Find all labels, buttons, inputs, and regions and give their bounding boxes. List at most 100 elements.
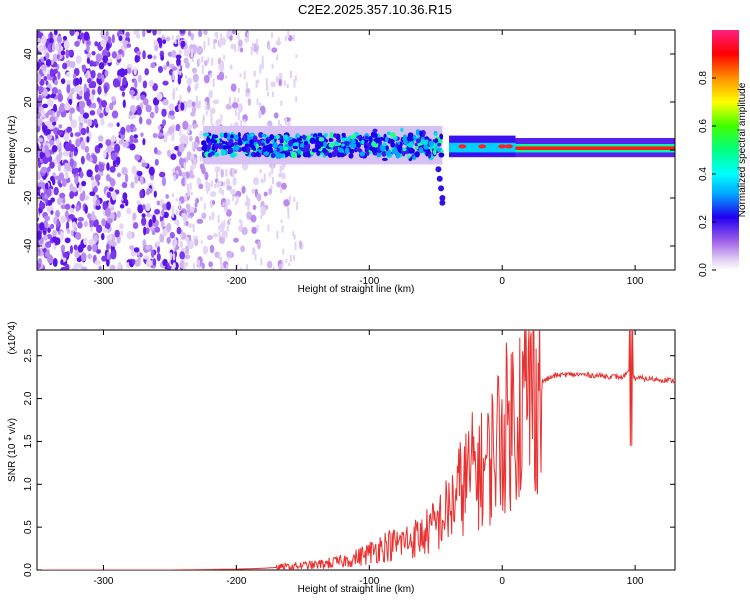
noise-cell bbox=[189, 182, 192, 190]
tone-cell bbox=[209, 138, 215, 143]
tone-cell bbox=[260, 142, 265, 147]
noise-cell bbox=[56, 35, 63, 44]
noise-cell bbox=[189, 212, 195, 217]
noise-cell bbox=[173, 174, 176, 182]
tone-tail-cell bbox=[439, 195, 446, 201]
noise-cell bbox=[65, 150, 70, 157]
spectrogram-x-axis: -300 -200 -100 0 100 bbox=[93, 30, 644, 287]
noise-cell bbox=[61, 178, 67, 188]
noise-cell bbox=[288, 196, 291, 202]
noise-cell bbox=[45, 52, 50, 60]
noise-cell bbox=[44, 182, 49, 190]
noise-cell bbox=[189, 165, 195, 172]
noise-cell bbox=[229, 64, 233, 70]
noise-cell bbox=[37, 230, 42, 240]
tone-tail-cell bbox=[438, 185, 445, 192]
noise-cell bbox=[271, 63, 274, 69]
noise-cell bbox=[152, 214, 156, 224]
noise-cell bbox=[226, 264, 229, 270]
colorbar: 0.0 0.2 0.4 0.6 0.8 Normalized spectral ampl… bbox=[698, 30, 748, 277]
noise-cell bbox=[93, 118, 98, 126]
noise-cell bbox=[173, 126, 176, 132]
noise-cell bbox=[237, 88, 240, 93]
noise-cell bbox=[190, 48, 193, 58]
noise-cell bbox=[143, 226, 147, 236]
noise-cell bbox=[212, 99, 220, 105]
noise-cell bbox=[153, 39, 159, 47]
noise-cell bbox=[172, 88, 175, 97]
noise-cell bbox=[226, 225, 229, 232]
noise-cell bbox=[91, 50, 96, 56]
noise-cell bbox=[148, 219, 153, 229]
noise-cell bbox=[245, 82, 248, 89]
noise-cell bbox=[98, 163, 105, 173]
noise-cell bbox=[98, 265, 102, 270]
noise-cell bbox=[122, 192, 128, 200]
tone-cell bbox=[222, 145, 228, 150]
noise-cell bbox=[152, 257, 157, 267]
noise-cell bbox=[178, 49, 183, 55]
noise-cell bbox=[147, 54, 153, 60]
noise-cell bbox=[94, 164, 99, 173]
noise-cell bbox=[221, 61, 224, 70]
noise-cell bbox=[294, 241, 297, 250]
noise-cell bbox=[141, 217, 147, 226]
y-tick-label: 20 bbox=[23, 96, 34, 108]
noise-cell bbox=[294, 75, 297, 82]
noise-cell bbox=[69, 208, 75, 213]
noise-cell bbox=[134, 259, 141, 267]
noise-cell bbox=[175, 54, 182, 60]
noise-cell bbox=[59, 231, 64, 241]
noise-cell bbox=[47, 166, 51, 173]
noise-cell bbox=[104, 69, 109, 77]
noise-cell bbox=[295, 96, 298, 102]
snr-y-multiplier: (x10^4) bbox=[7, 321, 18, 354]
noise-cell bbox=[52, 229, 57, 237]
noise-cell bbox=[159, 233, 163, 243]
noise-cell bbox=[256, 50, 259, 55]
noise-cell bbox=[272, 266, 275, 270]
noise-cell bbox=[236, 264, 239, 269]
noise-cell bbox=[106, 162, 110, 171]
noise-cell bbox=[166, 61, 170, 67]
noise-cell bbox=[45, 151, 51, 158]
noise-cell bbox=[271, 161, 274, 171]
tone-cell bbox=[223, 133, 228, 138]
tone-cell bbox=[328, 137, 333, 142]
noise-cell bbox=[171, 210, 174, 218]
x-tick-label: -100 bbox=[359, 576, 379, 587]
noise-cell bbox=[145, 245, 152, 251]
noise-cell bbox=[256, 98, 259, 106]
tone-cell bbox=[207, 152, 212, 158]
noise-cell bbox=[45, 120, 52, 127]
noise-cell bbox=[225, 209, 232, 217]
noise-cell bbox=[210, 72, 213, 78]
noise-cell bbox=[191, 141, 194, 148]
noise-cell bbox=[195, 197, 200, 204]
tone-cell bbox=[381, 157, 388, 162]
tone-cell bbox=[287, 145, 293, 150]
noise-cell bbox=[146, 259, 153, 268]
noise-cell bbox=[184, 136, 187, 145]
noise-cell bbox=[89, 93, 95, 102]
noise-cell bbox=[53, 186, 59, 196]
noise-cell bbox=[284, 36, 287, 42]
noise-cell bbox=[105, 243, 110, 251]
noise-cell bbox=[162, 99, 169, 106]
noise-cell bbox=[257, 240, 261, 250]
noise-cell bbox=[52, 53, 58, 63]
noise-cell bbox=[58, 124, 63, 129]
tone-cell bbox=[237, 139, 243, 146]
noise-cell bbox=[175, 35, 178, 40]
tone-cell bbox=[311, 148, 318, 153]
tone-cell bbox=[423, 144, 429, 150]
noise-cell bbox=[43, 219, 49, 229]
tone-cell bbox=[414, 151, 420, 158]
noise-cell bbox=[204, 171, 209, 181]
noise-cell bbox=[184, 220, 189, 227]
noise-cell bbox=[49, 68, 54, 78]
noise-cell bbox=[190, 191, 193, 196]
noise-cell bbox=[46, 98, 54, 107]
noise-cell bbox=[100, 117, 105, 126]
